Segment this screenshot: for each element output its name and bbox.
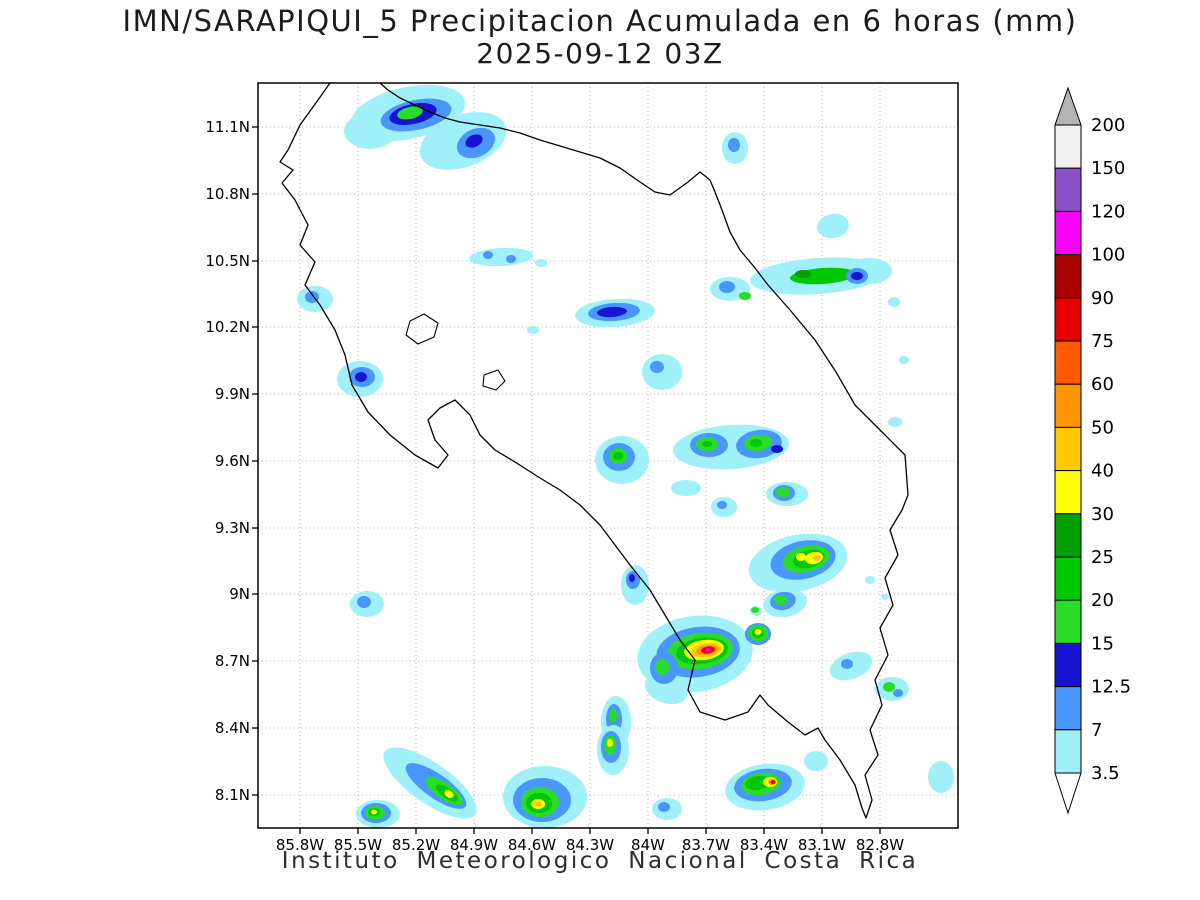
colorbar-cell	[1054, 642, 1082, 688]
colorbar-level-label: 20	[1091, 590, 1114, 611]
lat-tick-label: 9.6N	[214, 452, 250, 470]
colorbar-cell	[1054, 297, 1082, 342]
lon-tick-label: 85.8W	[275, 836, 325, 854]
colorbar-level-label: 90	[1091, 288, 1114, 309]
lake-outline	[405, 313, 439, 345]
lat-tick-label: 10.2N	[205, 318, 250, 336]
lake-outline	[482, 369, 506, 391]
lat-tick-label: 11.1N	[205, 118, 250, 136]
colorbar-level-label: 120	[1091, 201, 1125, 222]
precipitation-field	[297, 84, 954, 828]
lat-tick-label: 8.4N	[214, 719, 250, 737]
lon-tick-label: 84.3W	[565, 836, 615, 854]
lon-tick-label: 83.4W	[739, 836, 789, 854]
colorbar-level-label: 200	[1091, 115, 1125, 136]
lon-tick-label: 83.1W	[797, 836, 847, 854]
colorbar-level-label: 150	[1091, 158, 1125, 179]
colorbar-cell	[1054, 729, 1082, 774]
colorbar: 200 150 120 100 90 75 60 50 40 30 25 20 15 12.5 7 3.5	[1054, 86, 1131, 815]
lat-tick-label: 10.8N	[205, 185, 250, 203]
colorbar-level-label: 40	[1091, 461, 1114, 482]
lon-tick-label: 85.5W	[333, 836, 383, 854]
chart-title: IMN/SARAPIQUI_5 Precipitacion Acumulada …	[122, 4, 1078, 38]
colorbar-level-label: 30	[1091, 504, 1114, 525]
colorbar-over-arrow	[1054, 86, 1082, 126]
lon-tick-label: 85.2W	[391, 836, 441, 854]
chart-subtitle: 2025-09-12 03Z	[476, 37, 724, 70]
colorbar-cell	[1054, 210, 1082, 256]
colorbar-cell	[1054, 383, 1082, 428]
map-frame	[257, 82, 959, 829]
lon-tick-label: 84.9W	[449, 836, 499, 854]
colorbar-cell	[1054, 340, 1082, 385]
lat-tick-label: 8.7N	[214, 652, 250, 670]
colorbar-level-label: 60	[1091, 374, 1114, 395]
colorbar-level-label: 25	[1091, 547, 1114, 568]
colorbar-level-label: 50	[1091, 417, 1114, 438]
colorbar-cell	[1054, 470, 1082, 515]
colorbar-level-label: 3.5	[1091, 763, 1120, 784]
colorbar-cell	[1054, 599, 1082, 644]
lat-tick-label: 9.3N	[214, 519, 250, 537]
colorbar-level-label: 12.5	[1091, 677, 1131, 698]
axis-ticks	[252, 126, 881, 834]
colorbar-level-label: 75	[1091, 331, 1114, 352]
lon-tick-label: 83.7W	[681, 836, 731, 854]
colorbar-level-label: 15	[1091, 633, 1114, 654]
colorbar-cell	[1054, 426, 1082, 472]
colorbar-cell	[1054, 124, 1082, 169]
map-canvas	[252, 82, 959, 834]
colorbar-cell	[1054, 254, 1082, 299]
colorbar-level-label: 7	[1091, 720, 1102, 741]
lon-tick-label: 84.6W	[507, 836, 557, 854]
colorbar-cell	[1054, 686, 1082, 731]
coastline	[279, 83, 909, 819]
colorbar-cell	[1054, 167, 1082, 212]
lat-tick-label: 10.5N	[205, 252, 250, 270]
lon-tick-label: 82.8W	[855, 836, 905, 854]
colorbar-cell	[1054, 513, 1082, 558]
colorbar-under-arrow	[1054, 772, 1082, 815]
lat-tick-label: 9.9N	[214, 385, 250, 403]
lat-tick-label: 9N	[229, 585, 250, 603]
lat-tick-label: 8.1N	[214, 786, 250, 804]
footer-caption: Instituto Meteorologico Nacional Costa R…	[281, 848, 919, 874]
colorbar-cell	[1054, 556, 1082, 601]
colorbar-level-label: 100	[1091, 245, 1125, 266]
lon-tick-label: 84W	[631, 836, 665, 854]
